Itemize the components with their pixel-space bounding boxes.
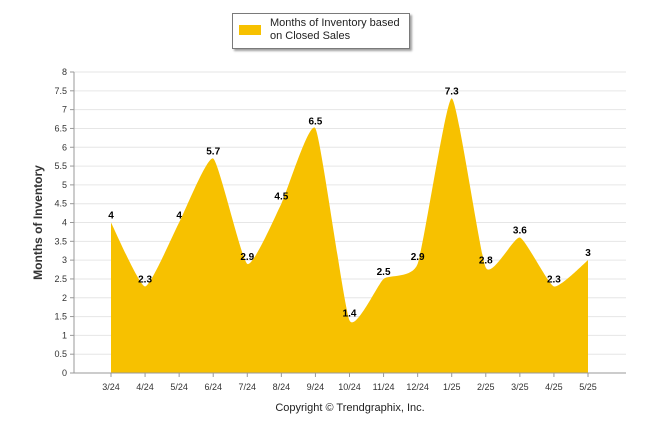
data-label: 3.6 bbox=[513, 226, 527, 237]
y-tick-label: 1.5 bbox=[54, 312, 67, 322]
data-label: 2.3 bbox=[547, 274, 561, 285]
x-tick-label: 6/24 bbox=[204, 382, 222, 392]
x-tick-label: 3/25 bbox=[511, 382, 529, 392]
y-tick-label: 8 bbox=[62, 67, 67, 77]
y-tick-label: 5.5 bbox=[54, 161, 67, 171]
data-labels: 4 2.3 4 5.7 2.9 4.5 6.5 1.4 2.5 2.9 7.3 2.8 3.6 2.3 3 bbox=[108, 86, 591, 319]
data-label: 6.5 bbox=[308, 116, 322, 127]
y-tick-label: 7.5 bbox=[54, 86, 67, 96]
y-axis-title: Months of Inventory bbox=[31, 165, 45, 280]
y-axis-ticks: 0 0.5 1 1.5 2 2.5 3 3.5 4 4.5 5 5.5 6 6.5 7 7.5 8 bbox=[54, 67, 74, 378]
y-tick-label: 2 bbox=[62, 293, 67, 303]
data-label: 4.5 bbox=[274, 192, 288, 203]
y-tick-label: 6.5 bbox=[54, 123, 67, 133]
x-tick-label: 5/25 bbox=[579, 382, 597, 392]
y-tick-label: 1 bbox=[62, 330, 67, 340]
legend: Months of Inventory based on Closed Sale… bbox=[232, 13, 410, 49]
data-label: 5.7 bbox=[206, 147, 220, 158]
series-area bbox=[111, 98, 588, 373]
data-label: 2.3 bbox=[138, 274, 152, 285]
x-tick-label: 2/25 bbox=[477, 382, 495, 392]
data-label: 1.4 bbox=[343, 308, 357, 319]
x-tick-label: 10/24 bbox=[338, 382, 361, 392]
y-tick-label: 0 bbox=[62, 368, 67, 378]
x-tick-label: 4/25 bbox=[545, 382, 563, 392]
data-label: 2.9 bbox=[240, 252, 254, 263]
legend-label: Months of Inventory based on Closed Sale… bbox=[270, 17, 400, 42]
x-tick-label: 3/24 bbox=[102, 382, 120, 392]
y-tick-label: 2.5 bbox=[54, 274, 67, 284]
x-tick-label: 9/24 bbox=[307, 382, 325, 392]
x-tick-label: 12/24 bbox=[406, 382, 429, 392]
y-tick-label: 0.5 bbox=[54, 349, 67, 359]
data-label: 4 bbox=[176, 211, 182, 222]
x-tick-label: 5/24 bbox=[170, 382, 188, 392]
copyright-text: Copyright © Trendgraphix, Inc. bbox=[275, 402, 425, 414]
y-tick-label: 3.5 bbox=[54, 236, 67, 246]
y-tick-label: 7 bbox=[62, 105, 67, 115]
x-tick-label: 8/24 bbox=[273, 382, 291, 392]
data-label: 2.8 bbox=[479, 256, 493, 267]
x-tick-label: 4/24 bbox=[136, 382, 154, 392]
x-tick-label: 11/24 bbox=[373, 382, 395, 392]
data-label: 2.9 bbox=[411, 252, 425, 263]
data-label: 7.3 bbox=[445, 86, 459, 97]
x-tick-label: 7/24 bbox=[239, 382, 257, 392]
y-tick-label: 4 bbox=[62, 218, 67, 228]
y-tick-label: 3 bbox=[62, 255, 67, 265]
y-tick-label: 5 bbox=[62, 180, 67, 190]
data-label: 3 bbox=[585, 248, 591, 259]
y-tick-label: 6 bbox=[62, 142, 67, 152]
x-tick-label: 1/25 bbox=[443, 382, 461, 392]
data-label: 2.5 bbox=[377, 267, 391, 278]
legend-swatch bbox=[239, 25, 261, 35]
x-axis-ticks: 3/24 4/24 5/24 6/24 7/24 8/24 9/24 10/24 11/24 12… bbox=[102, 373, 597, 392]
y-tick-label: 4.5 bbox=[54, 199, 67, 209]
data-label: 4 bbox=[108, 211, 114, 222]
